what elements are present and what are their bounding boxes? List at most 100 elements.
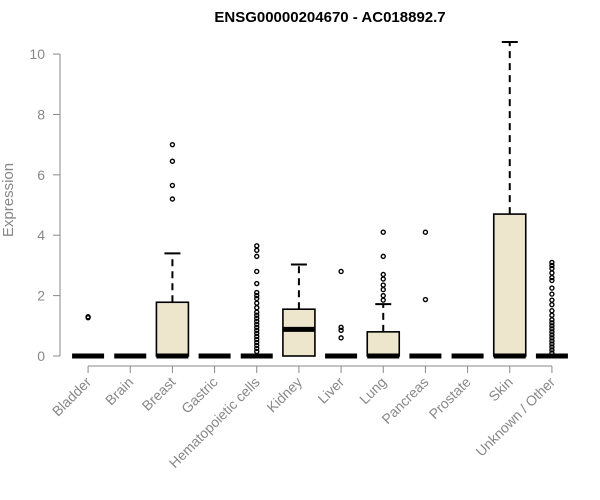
outlier-point	[549, 323, 555, 329]
outlier-point	[549, 308, 555, 314]
x-tick-label: Pancreas	[378, 374, 431, 427]
box-series	[72, 41, 568, 359]
y-axis: 0 2 4 6 8 10	[29, 46, 61, 364]
outlier-point	[254, 289, 260, 296]
outlier-point	[549, 332, 555, 338]
outlier-point	[549, 335, 555, 341]
x-tick-label: Kidney	[263, 374, 305, 416]
y-axis-label: Expression	[0, 163, 17, 237]
outlier-point	[254, 348, 260, 355]
outlier-point	[254, 342, 260, 349]
outlier-point	[549, 317, 555, 323]
x-tick-label: Prostate	[426, 374, 474, 422]
outlier-point	[254, 318, 260, 324]
outlier-point	[338, 268, 344, 275]
outlier-point	[549, 301, 555, 308]
box-liver	[325, 268, 358, 359]
x-tick-label: Liver	[314, 374, 347, 407]
outlier-point	[254, 327, 260, 334]
y-tick-label: 8	[37, 106, 45, 122]
box-breast	[155, 141, 190, 359]
box-body	[155, 301, 190, 357]
outlier-point	[254, 324, 260, 331]
chart-title: ENSG00000204670 - AC018892.7	[214, 9, 445, 26]
outlier-point	[254, 247, 260, 254]
outlier-point	[169, 196, 176, 202]
y-tick-label: 0	[37, 348, 45, 364]
outlier-point	[380, 292, 386, 299]
outlier-point	[380, 286, 386, 293]
outlier-point	[254, 292, 260, 299]
outlier-point	[338, 327, 344, 334]
outlier-point	[338, 335, 344, 341]
box-kidney	[282, 263, 316, 357]
outlier-point	[380, 276, 386, 282]
box-body	[366, 331, 401, 357]
outlier-point	[254, 330, 260, 337]
box-body	[492, 213, 527, 357]
outlier-point	[549, 312, 555, 318]
outlier-point	[254, 295, 260, 302]
outlier-point	[549, 341, 555, 347]
outlier-point	[549, 291, 555, 297]
outlier-point	[254, 321, 260, 327]
outlier-point	[549, 326, 555, 332]
outlier-point	[422, 296, 429, 303]
outlier-point	[380, 253, 386, 260]
outlier-point	[254, 304, 260, 311]
outlier-point	[549, 262, 555, 269]
outlier-point	[254, 336, 260, 343]
outlier-point	[254, 268, 260, 275]
y-tick-label: 2	[37, 288, 45, 304]
outlier-point	[254, 300, 260, 306]
outlier-point	[85, 314, 91, 320]
outlier-point	[169, 182, 176, 189]
outlier-point	[549, 274, 555, 281]
y-tick-label: 4	[37, 227, 45, 243]
box-skin	[492, 41, 527, 359]
box-hematopoietic-cells	[240, 243, 273, 359]
box-body	[282, 308, 316, 357]
box-lung	[366, 229, 401, 359]
x-tick-label: Unknown / Other	[472, 374, 558, 460]
box-bladder	[72, 314, 105, 359]
x-tick-label: Breast	[139, 374, 179, 414]
x-tick-label: Skin	[485, 374, 516, 405]
x-tick-label: Brain	[102, 374, 136, 408]
outlier-point	[549, 338, 555, 344]
outlier-point	[254, 312, 260, 318]
outlier-point	[254, 309, 260, 315]
outlier-point	[549, 347, 555, 353]
outlier-point	[422, 229, 429, 235]
box-unknown-other	[535, 259, 568, 359]
outlier-point	[549, 344, 555, 350]
outlier-point	[254, 243, 260, 249]
outlier-point	[549, 277, 555, 284]
outlier-point	[254, 253, 260, 260]
outlier-point	[254, 333, 260, 340]
outlier-point	[549, 270, 555, 276]
box-pancreas	[409, 229, 442, 359]
x-tick-label: Bladder	[49, 374, 95, 420]
outlier-point	[380, 229, 386, 235]
outlier-point	[169, 141, 176, 148]
outlier-point	[549, 320, 555, 326]
outlier-point	[549, 265, 555, 272]
outlier-point	[549, 285, 555, 291]
outlier-point	[549, 259, 555, 266]
outlier-point	[380, 271, 386, 278]
outlier-point	[254, 345, 260, 352]
outlier-point	[549, 329, 555, 335]
outlier-point	[254, 280, 260, 287]
outlier-point	[254, 339, 260, 346]
outlier-point	[380, 297, 386, 303]
y-tick-label: 10	[29, 46, 45, 62]
x-tick-label: Lung	[356, 374, 389, 407]
outlier-point	[254, 315, 260, 321]
outlier-point	[169, 158, 176, 164]
outlier-point	[549, 350, 555, 356]
outlier-point	[338, 324, 344, 331]
y-tick-label: 6	[37, 167, 45, 183]
